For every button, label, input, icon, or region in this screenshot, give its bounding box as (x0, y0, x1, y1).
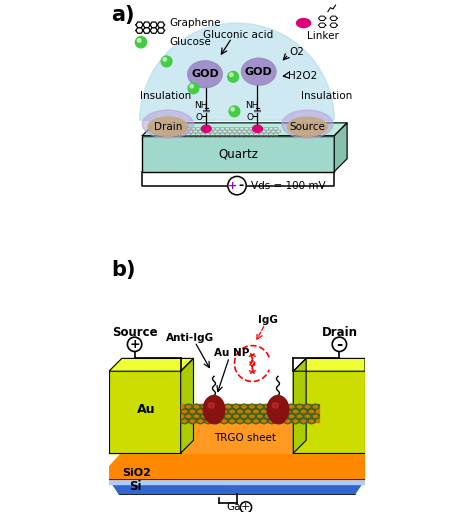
Ellipse shape (241, 58, 276, 85)
Circle shape (188, 83, 199, 94)
Polygon shape (109, 479, 365, 494)
Text: Au: Au (137, 403, 155, 416)
Ellipse shape (288, 117, 327, 136)
Text: Gluconic acid: Gluconic acid (203, 30, 273, 39)
Text: +: + (241, 502, 251, 512)
Text: Vds = 100 mV: Vds = 100 mV (251, 181, 326, 190)
Ellipse shape (272, 402, 279, 408)
Polygon shape (181, 358, 193, 453)
Polygon shape (109, 358, 193, 371)
Polygon shape (142, 123, 347, 136)
Circle shape (163, 58, 166, 61)
Text: NH: NH (245, 101, 259, 110)
Text: Source: Source (290, 122, 325, 132)
Circle shape (128, 337, 142, 351)
Circle shape (229, 73, 233, 76)
Polygon shape (109, 453, 181, 467)
Polygon shape (109, 422, 181, 453)
Text: IgG: IgG (258, 315, 278, 325)
Circle shape (332, 337, 346, 351)
Ellipse shape (297, 18, 310, 28)
Text: a): a) (111, 5, 135, 25)
Text: ||: || (203, 108, 210, 113)
Text: NH: NH (194, 101, 208, 110)
Polygon shape (293, 371, 365, 453)
Circle shape (240, 502, 252, 512)
Text: Insulation: Insulation (301, 91, 352, 101)
Text: b): b) (111, 260, 136, 280)
Circle shape (231, 108, 235, 111)
Text: ||: || (255, 108, 262, 113)
Text: Quartz: Quartz (219, 147, 258, 160)
Text: Insulation: Insulation (140, 91, 191, 101)
Text: O: O (247, 113, 254, 122)
Ellipse shape (208, 402, 215, 408)
Ellipse shape (267, 395, 289, 424)
Text: O2: O2 (290, 48, 304, 57)
Text: SiO2: SiO2 (122, 468, 151, 478)
Text: H2O2: H2O2 (288, 71, 318, 80)
Polygon shape (109, 371, 181, 453)
Wedge shape (140, 23, 334, 120)
Polygon shape (293, 358, 365, 371)
Polygon shape (306, 453, 365, 467)
Text: Si: Si (129, 480, 142, 493)
Text: +: + (129, 338, 140, 351)
Text: Gate: Gate (227, 502, 252, 512)
Circle shape (136, 37, 146, 48)
Text: Graphene: Graphene (169, 18, 221, 28)
Circle shape (228, 176, 246, 195)
Circle shape (229, 106, 240, 117)
Text: Au NP: Au NP (214, 348, 250, 358)
Polygon shape (109, 467, 365, 479)
Ellipse shape (203, 395, 225, 424)
Text: TRGO sheet: TRGO sheet (214, 433, 276, 443)
Text: Anti-IgG: Anti-IgG (165, 333, 214, 343)
Text: O: O (196, 113, 202, 122)
Polygon shape (181, 422, 319, 453)
Text: Drain: Drain (154, 122, 182, 132)
Text: Source: Source (112, 326, 157, 339)
Text: GOD: GOD (245, 67, 273, 77)
Circle shape (161, 56, 172, 67)
Ellipse shape (142, 110, 193, 138)
Text: -: - (336, 337, 343, 352)
Polygon shape (319, 422, 365, 453)
Ellipse shape (188, 61, 222, 88)
Circle shape (190, 84, 193, 88)
Text: Linker: Linker (307, 31, 339, 41)
Circle shape (137, 39, 141, 42)
Polygon shape (181, 404, 319, 422)
Ellipse shape (282, 110, 333, 138)
Polygon shape (293, 358, 306, 453)
Text: -: - (238, 179, 244, 192)
Ellipse shape (253, 125, 262, 133)
Text: Glucose: Glucose (169, 37, 211, 47)
Polygon shape (109, 479, 365, 484)
Ellipse shape (201, 125, 211, 133)
Text: Drain: Drain (321, 326, 357, 339)
Text: GOD: GOD (191, 69, 219, 79)
Ellipse shape (148, 117, 188, 136)
Polygon shape (334, 123, 347, 172)
FancyBboxPatch shape (142, 136, 334, 172)
Text: +: + (228, 181, 237, 190)
Polygon shape (168, 453, 319, 467)
Circle shape (228, 71, 238, 82)
